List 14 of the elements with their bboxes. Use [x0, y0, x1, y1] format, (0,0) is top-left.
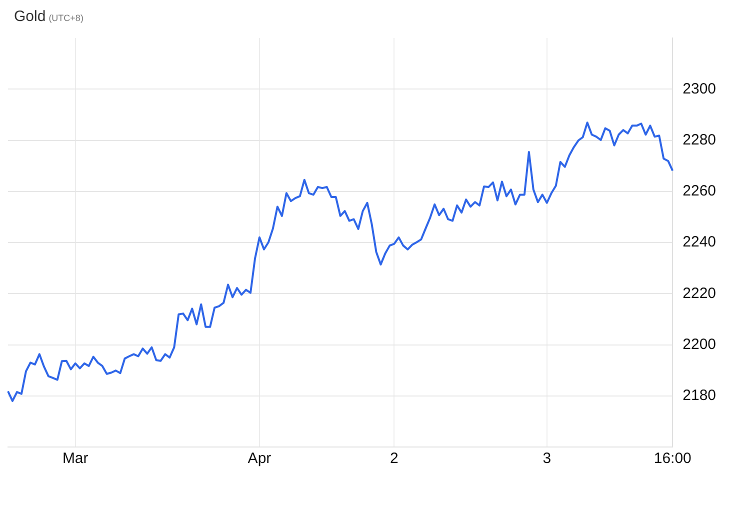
y-tick-label: 2280 [682, 131, 716, 148]
x-tick-label: 16:00 [654, 450, 692, 468]
x-tick-label: 2 [390, 450, 398, 468]
chart-title: Gold [14, 8, 46, 25]
y-tick-label: 2260 [682, 182, 716, 200]
y-tick-label: 2240 [682, 234, 716, 251]
x-tick-label: 3 [542, 450, 552, 468]
y-tick-label: 2200 [682, 336, 716, 353]
y-tick-label: 2300 [682, 80, 716, 98]
x-tick-label: Apr [248, 450, 272, 468]
y-tick-label: 2180 [682, 387, 716, 404]
x-tick-label: Mar [62, 450, 88, 468]
chart-subtitle: (UTC+8) [48, 13, 84, 23]
y-tick-label: 2220 [682, 284, 716, 302]
